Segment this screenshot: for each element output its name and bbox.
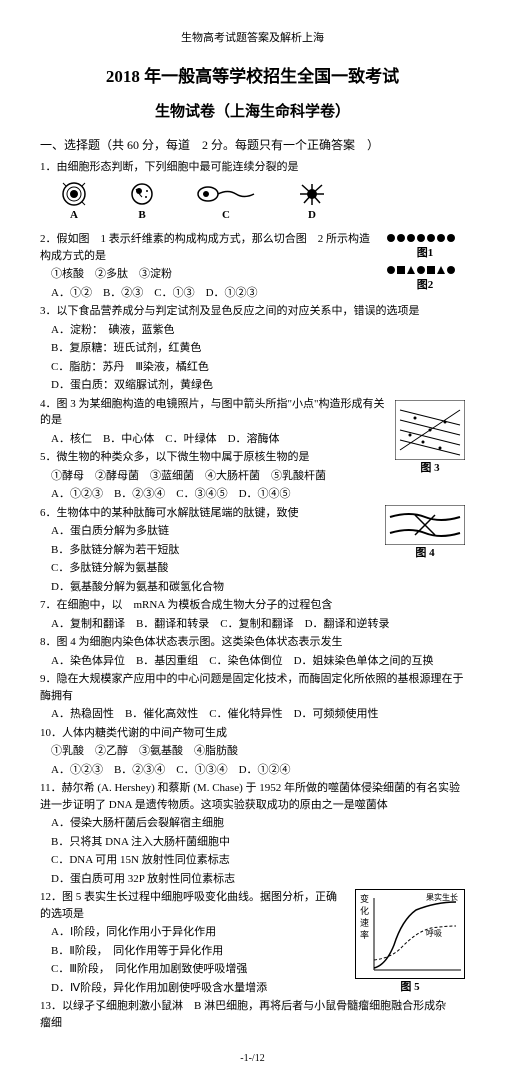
q7-stem: 7．在细胞中，以 mRNA 为模板合成生物大分子的过程包含 xyxy=(40,597,465,614)
q11-d: D．蛋白质可用 32P 放射性同位素标志 xyxy=(40,871,465,888)
q7-opts: A．复制和翻译 B．翻译和转录 C．复制和翻译 D．翻译和逆转录 xyxy=(40,616,465,633)
fig3: 图 3 xyxy=(395,400,465,478)
svg-text:率: 率 xyxy=(360,929,369,940)
q1-stem: 1．由细胞形态判断，下列细胞中最可能连续分裂的是 xyxy=(40,159,465,176)
q8-opts: A．染色体异位 B．基因重组 C．染色体倒位 D．姐妹染色单体之间的互换 xyxy=(40,653,465,670)
main-title: 2018 年一般高等学校招生全国一致考试 xyxy=(40,63,465,90)
fig3-caption: 图 3 xyxy=(395,460,465,478)
q6-c: C．多肽链分解为氨基酸 xyxy=(40,560,465,577)
q1-figure-row: A B C D xyxy=(40,181,465,225)
page-footer: -1-/12 xyxy=(40,1051,465,1067)
q11-stem: 11．赫尔希 (A. Hershey) 和蔡斯 (M. Chase) 于 195… xyxy=(40,780,465,813)
svg-text:果实生长: 果实生长 xyxy=(426,892,458,902)
q3-d: D．蛋白质：双缩脲试剂，黄绿色 xyxy=(40,377,465,394)
q3-stem: 3．以下食品营养成分与判定试剂及显色反应之间的对应关系中，错误的选项是 xyxy=(40,303,465,320)
q5-opts: A．①②③ B．②③④ C．③④⑤ D．①④⑤ xyxy=(40,486,465,503)
cell-d: D xyxy=(296,181,328,225)
fig4-caption: 图 4 xyxy=(385,545,465,563)
q6-d: D．氨基酸分解为氨基和碳氢化合物 xyxy=(40,579,465,596)
fig4: 图 4 xyxy=(385,505,465,563)
svg-text:化: 化 xyxy=(360,905,369,916)
q10-opts: A．①②③ B．②③④ C．①③④ D．①②④ xyxy=(40,762,465,779)
cell-b: B xyxy=(128,181,156,225)
page-container: 生物高考试题答案及解析上海 2018 年一般高等学校招生全国一致考试 生物试卷（… xyxy=(0,0,505,1087)
section-1-heading: 一、选择题（共 60 分，每道 2 分。每题只有一个正确答案 ） xyxy=(40,136,465,155)
q2-block: 图1 图2 2．假如图 1 表示纤维素的构成构成方式，那么切合图 2 所示构造构… xyxy=(40,231,465,303)
q11-a: A．侵染大肠杆菌后会裂解宿主细胞 xyxy=(40,815,465,832)
fig5: 变 化 速 率 果实生长 呼吸 图 5 xyxy=(355,889,465,997)
q9-stem: 9．隐在大规模家产应用中的中心问题是固定化技术，而酶固定化所依照的基根源理在于酶… xyxy=(40,671,465,704)
q12-chart: 变 化 速 率 果实生长 呼吸 xyxy=(355,889,465,979)
cell-d-label: D xyxy=(308,207,316,225)
sub-title: 生物试卷（上海生命科学卷） xyxy=(40,100,465,124)
q10-sub: ①乳酸 ②乙醇 ③氨基酸 ④脂肪酸 xyxy=(40,743,465,760)
q11-c: C．DNA 可用 15N 放射性同位素标志 xyxy=(40,852,465,869)
page-header: 生物高考试题答案及解析上海 xyxy=(40,30,465,48)
q3-c: C．脂肪：苏丹 Ⅲ染液，橘红色 xyxy=(40,359,465,376)
q11-b: B．只将其 DNA 注入大肠杆菌细胞中 xyxy=(40,834,465,851)
fig1-caption: 图1 xyxy=(385,245,465,263)
fig2-caption: 图2 xyxy=(385,277,465,295)
q3-b: B．复原糖：班氏试剂，红黄色 xyxy=(40,340,465,357)
q8-stem: 8．图 4 为细胞内染色体状态表示图。这类染色体状态表示发生 xyxy=(40,634,465,651)
cell-b-label: B xyxy=(138,207,145,225)
svg-text:速: 速 xyxy=(360,918,369,928)
cell-c-label: C xyxy=(222,207,230,225)
cell-a: A xyxy=(60,181,88,225)
cell-c: C xyxy=(196,181,256,225)
fig5-caption: 图 5 xyxy=(355,979,465,997)
svg-text:呼吸: 呼吸 xyxy=(426,928,442,938)
q13-stem: 13．以绿孑孓细胞刺激小鼠淋 B 淋巴细胞，再将后者与小鼠骨髓瘤细胞融合形成杂 … xyxy=(40,998,465,1031)
q3-a: A．淀粉： 碘液，蓝紫色 xyxy=(40,322,465,339)
q10-stem: 10．人体内糖类代谢的中间产物可生成 xyxy=(40,725,465,742)
q9-opts: A．热稳固性 B．催化高效性 C．催化特异性 D．可频频使用性 xyxy=(40,706,465,723)
chart-ylabel: 变 xyxy=(360,893,369,904)
q2-figures: 图1 图2 xyxy=(385,231,465,294)
cell-a-label: A xyxy=(70,207,78,225)
